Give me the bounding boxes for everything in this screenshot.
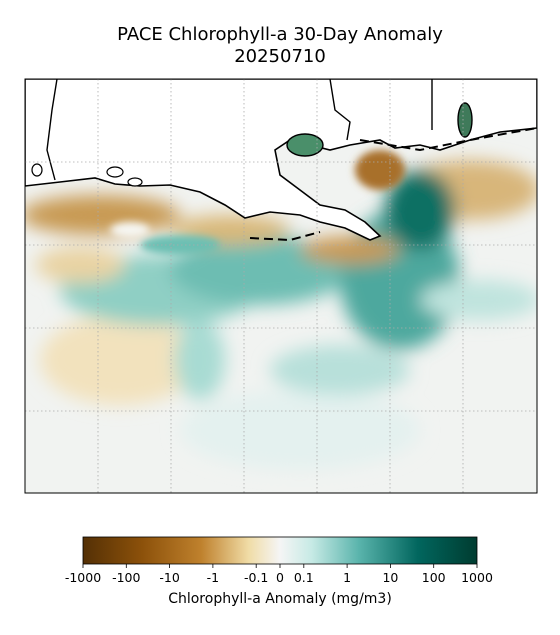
map-frame <box>24 78 538 494</box>
colorbar-ticks: -1000 -100 -10 -1 -0.1 0 0.1 1 10 100 1000 <box>65 564 493 585</box>
colorbar-tick-label: -1000 <box>65 570 101 585</box>
colorbar-tick-label: 0 <box>276 570 284 585</box>
colorbar-tick-label: -0.1 <box>244 570 268 585</box>
colorbar-label: Chlorophyll-a Anomaly (mg/m3) <box>168 591 392 607</box>
colorbar-tick-label: 1 <box>343 570 351 585</box>
colorbar-tick-label: -100 <box>112 570 140 585</box>
colorbar-tick-label: 100 <box>422 570 446 585</box>
map <box>25 79 537 493</box>
title: PACE Chlorophyll-a 30-Day Anomaly <box>117 24 443 45</box>
colorbar-tick-label: 0.1 <box>294 570 314 585</box>
colorbar-tick-label: 1000 <box>461 570 493 585</box>
colorbar-tick-label: 10 <box>382 570 398 585</box>
colorbar-tick-label: -10 <box>159 570 179 585</box>
colorbar <box>82 536 478 565</box>
date: 20250710 <box>234 46 326 67</box>
colorbar-tick-label: -1 <box>207 570 219 585</box>
graticule <box>25 79 537 493</box>
